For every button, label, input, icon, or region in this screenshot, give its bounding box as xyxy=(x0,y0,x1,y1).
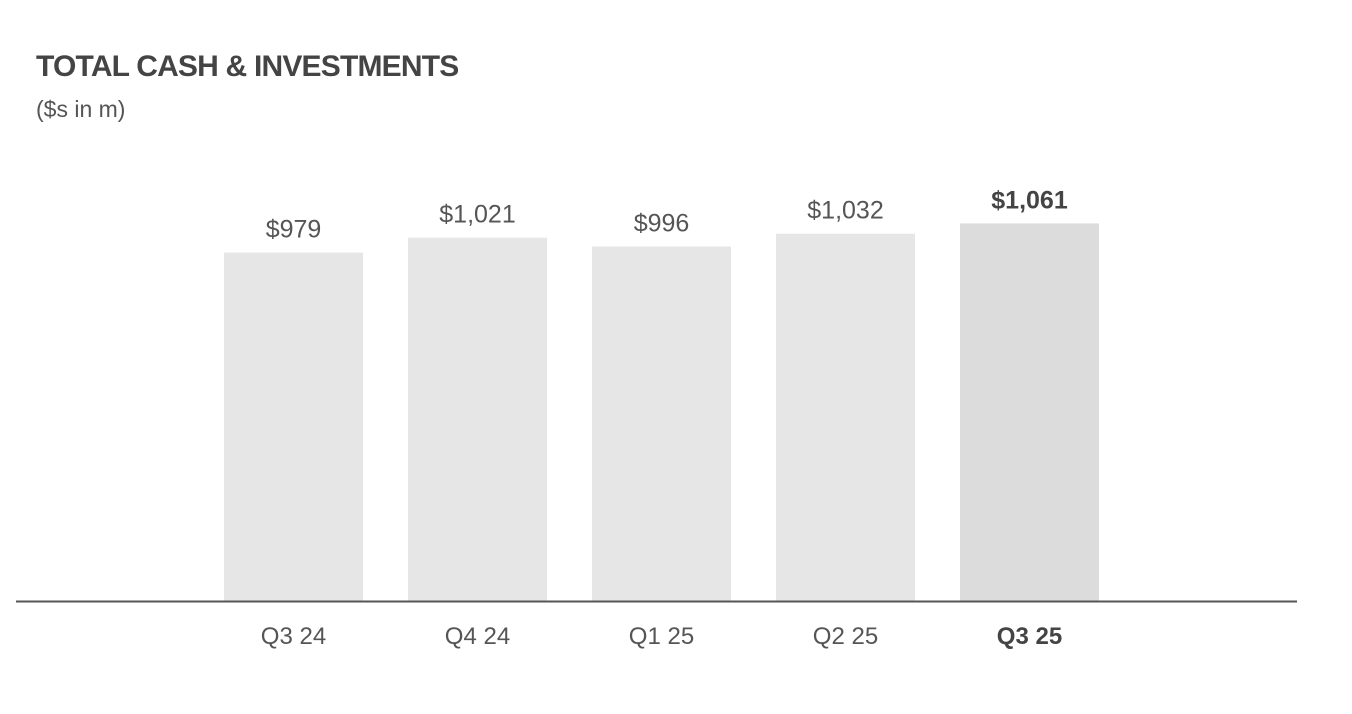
bars-group xyxy=(224,223,1099,602)
data-label-q3-24: $979 xyxy=(266,216,322,244)
bar-q3-25 xyxy=(960,223,1099,601)
data-label-q1-25: $996 xyxy=(634,210,690,238)
x-tick-label-q3-25: Q3 25 xyxy=(997,623,1062,650)
x-tick-label-q1-25: Q1 25 xyxy=(629,623,694,650)
bar-q1-25 xyxy=(592,246,731,601)
x-tick-label-q3-24: Q3 24 xyxy=(261,623,326,650)
chart-title: TOTAL CASH & INVESTMENTS xyxy=(36,50,459,83)
category-labels-group: Q3 24 Q4 24 Q1 25 Q2 25 Q3 25 xyxy=(261,623,1062,650)
x-tick-label-q2-25: Q2 25 xyxy=(813,623,878,650)
bar-q3-24 xyxy=(224,252,363,601)
bar-q2-25 xyxy=(776,233,915,602)
x-tick-label-q4-24: Q4 24 xyxy=(445,623,510,650)
data-label-q2-25: $1,032 xyxy=(807,197,883,225)
bar-q4-24 xyxy=(408,237,547,601)
value-labels-group: $979 $1,021 $996 $1,032 $1,061 xyxy=(266,186,1068,243)
data-label-q4-24: $1,021 xyxy=(439,201,515,229)
data-label-q3-25: $1,061 xyxy=(991,186,1068,214)
chart-subtitle: ($s in m) xyxy=(36,96,126,122)
